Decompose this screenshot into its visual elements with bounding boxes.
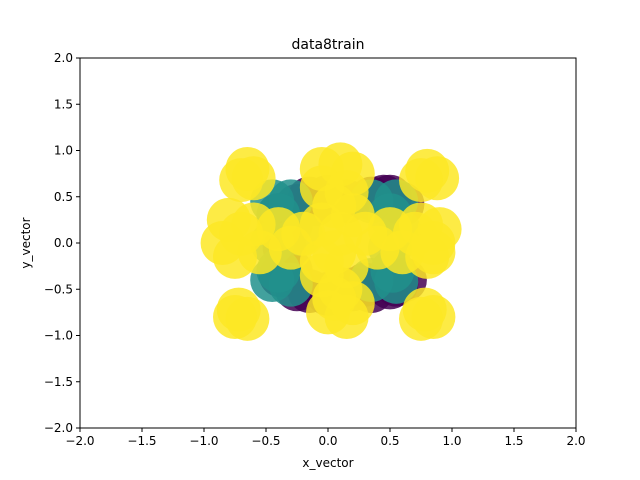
x-tick-label: 2.0: [566, 434, 585, 448]
y-tick-label: 0.0: [54, 236, 73, 250]
scatter-point-class-2: [281, 211, 326, 256]
y-axis-label: y_vector: [19, 217, 33, 268]
y-tick-label: 2.0: [54, 51, 73, 65]
x-axis-ticks: −2.0 −1.5 −1.0 −0.5 0.0 0.5 1.0 1.5 2.0: [65, 428, 586, 448]
x-tick-label: 1.0: [442, 434, 461, 448]
x-tick-label: −1.5: [127, 434, 156, 448]
x-tick-label: 0.5: [380, 434, 399, 448]
x-tick-label: 0.0: [318, 434, 337, 448]
y-tick-label: −1.5: [44, 375, 73, 389]
scatter-point-class-2: [213, 295, 257, 339]
y-tick-label: 0.5: [54, 190, 73, 204]
x-axis-label: x_vector: [302, 456, 353, 470]
y-tick-label: −2.0: [44, 421, 73, 435]
scatter-point-class-2: [399, 158, 443, 203]
scatter-point-class-2: [231, 156, 276, 201]
y-tick-label: 1.5: [54, 97, 73, 111]
x-tick-label: −1.0: [189, 434, 218, 448]
y-tick-label: 1.0: [54, 144, 73, 158]
y-tick-label: −1.0: [44, 329, 73, 343]
x-tick-label: −0.5: [251, 434, 280, 448]
scatter-point-class-2: [399, 296, 443, 341]
chart-title: data8train: [291, 37, 364, 53]
y-axis-ticks: −2.0 −1.5 −1.0 −0.5 0.0 0.5 1.0 1.5 2.0: [44, 51, 80, 435]
y-tick-label: −0.5: [44, 282, 73, 296]
x-tick-label: 1.5: [504, 434, 523, 448]
points-layer: [200, 142, 462, 341]
scatter-point-class-2: [411, 230, 456, 275]
scatter-point-class-2: [312, 276, 357, 321]
x-tick-label: −2.0: [65, 434, 94, 448]
